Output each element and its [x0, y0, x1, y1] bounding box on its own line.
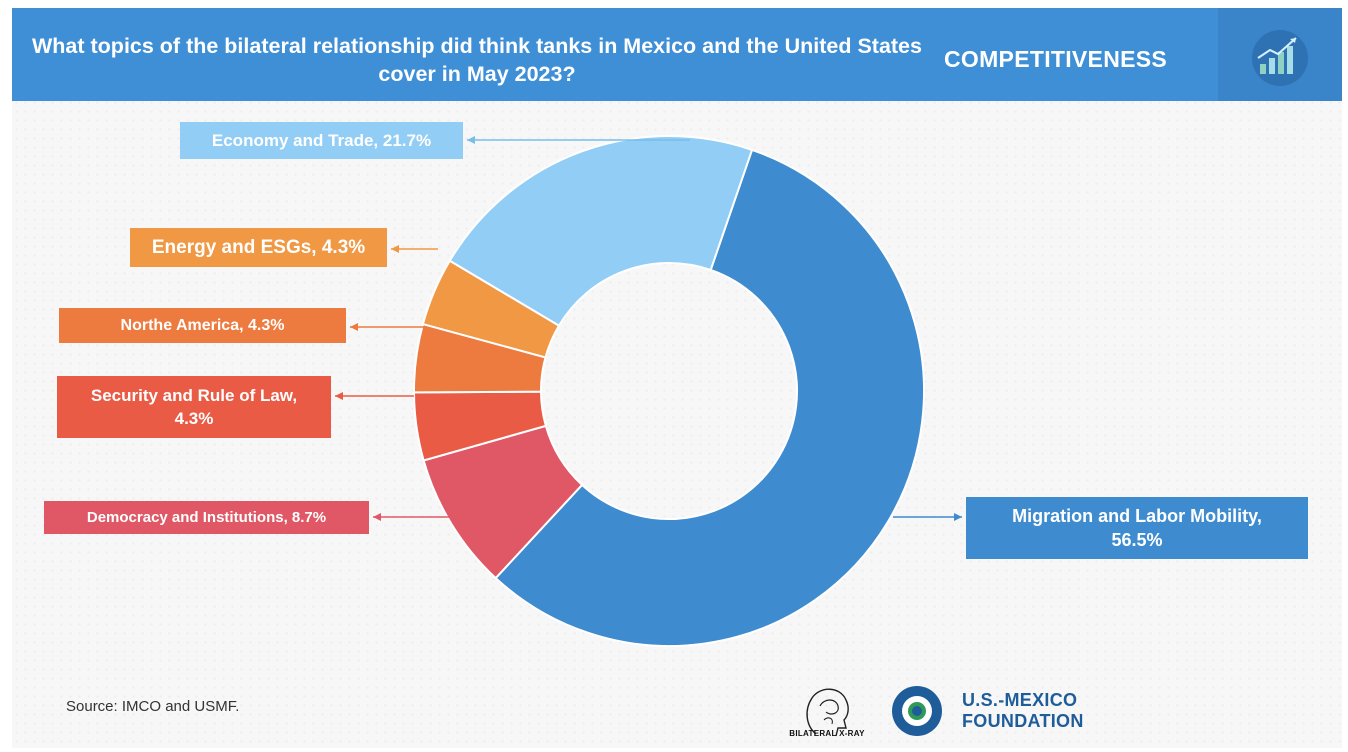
label-migration-labor-mobility: Migration and Labor Mobility, 56.5%	[966, 497, 1308, 559]
section-label: COMPETITIVENESS	[944, 46, 1168, 72]
arrowhead-migration	[954, 513, 962, 521]
bar-chart-growth-icon	[1252, 30, 1308, 86]
label-democracy-institutions: Democracy and Institutions, 8.7%	[44, 501, 369, 534]
source-note: Source: IMCO and USMF.	[66, 698, 240, 715]
chart-title: What topics of the bilateral relationshi…	[32, 34, 922, 86]
bilateral-xray-logo-text: BILATERAL X-RAY	[789, 729, 865, 738]
arrowhead-economy	[467, 136, 475, 144]
label-energy-esgs: Energy and ESGs, 4.3%	[130, 228, 387, 267]
bilateral-xray-logo	[806, 688, 849, 737]
header-bar: What topics of the bilateral relationshi…	[12, 8, 1342, 101]
arrowhead-northe-america	[350, 323, 358, 331]
arrowhead-energy	[391, 245, 399, 253]
arrowhead-security	[335, 392, 343, 400]
header-icon-box	[1218, 8, 1342, 101]
label-northe-america: Northe America, 4.3%	[59, 308, 346, 343]
usmf-logo	[892, 686, 942, 736]
label-economy-trade: Economy and Trade, 21.7%	[180, 122, 463, 159]
usmf-name-line1: U.S.-MEXICO	[962, 690, 1078, 710]
usmf-name-line2: FOUNDATION	[962, 711, 1084, 731]
label-security-rule-of-law: Security and Rule of Law, 4.3%	[57, 376, 331, 438]
slice-economy-trade	[448, 135, 754, 327]
usmf-name: U.S.-MEXICO FOUNDATION	[962, 690, 1084, 732]
slice-migration-labor-mobility	[494, 148, 926, 647]
arrowhead-democracy	[373, 513, 381, 521]
